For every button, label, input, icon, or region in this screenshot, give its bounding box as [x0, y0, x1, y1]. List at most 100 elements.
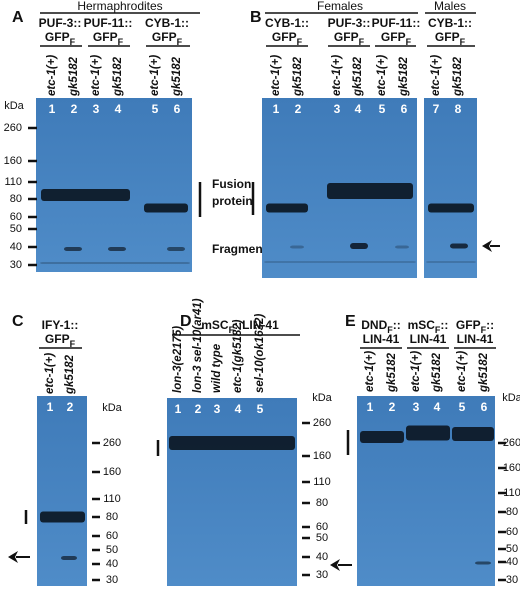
- lane-number: 5: [152, 102, 159, 116]
- lane-number: 4: [235, 402, 242, 416]
- ladder-label: 160: [4, 155, 22, 167]
- band: [290, 245, 304, 249]
- text-segment: ::LIN-41: [234, 318, 279, 332]
- text-segment: GFP: [456, 318, 481, 332]
- lane-label: gk5182: [292, 56, 304, 97]
- ladder-label: 60: [506, 526, 518, 538]
- text-segment: GFP: [334, 30, 359, 44]
- ladder-label: 260: [313, 417, 331, 429]
- band: [40, 511, 85, 523]
- ladder-unit: kDa: [102, 402, 122, 414]
- band: [167, 247, 185, 251]
- annotation: Fragment: [212, 242, 267, 256]
- lane-number: 1: [273, 102, 280, 116]
- lane-label: gk5182: [112, 56, 124, 97]
- ladder-label: 160: [503, 462, 520, 474]
- lane-number: 3: [334, 102, 341, 116]
- lane-label: etc-1(+): [331, 55, 343, 96]
- ladder-unit: kDa: [4, 100, 24, 112]
- text-segment: GFP: [381, 30, 406, 44]
- lane-number: 4: [434, 400, 441, 414]
- construct-label: GFPF: [435, 30, 466, 47]
- panel-letter: C: [12, 313, 24, 330]
- lane-label: etc-1(gk5182): [232, 319, 244, 393]
- group-header: Hermaphrodites: [77, 0, 162, 13]
- ladder-label: 60: [10, 211, 22, 223]
- band: [406, 425, 450, 441]
- ladder-label: 40: [316, 551, 328, 563]
- text-segment: LIN-41: [363, 332, 400, 346]
- lane-label: gk5182: [68, 56, 80, 97]
- lane-label: etc-1(+): [410, 351, 422, 392]
- lane-label: gk5182: [171, 56, 183, 97]
- lane-label: gk5182: [64, 354, 76, 395]
- annotation: protein: [212, 194, 253, 208]
- lane-number: 1: [49, 102, 56, 116]
- lane-number: 5: [459, 400, 466, 414]
- lane-number: 1: [47, 400, 54, 414]
- lane-label: etc-1(+): [430, 55, 442, 96]
- text-segment: F: [435, 325, 441, 335]
- arrow-head: [8, 551, 18, 563]
- lane-number: 8: [455, 102, 462, 116]
- construct-label: CYB-1::: [145, 16, 189, 30]
- construct-label: IFY-1::: [42, 318, 79, 332]
- construct-label: GFPF: [381, 30, 412, 47]
- text-segment: F: [70, 339, 76, 349]
- construct-label: LIN-41: [457, 332, 494, 346]
- band: [61, 556, 77, 560]
- text-segment: PUF-11::: [84, 16, 133, 30]
- blot: [37, 396, 87, 586]
- band: [264, 261, 416, 263]
- text-segment: PUF-3::: [39, 16, 82, 30]
- ladder-label: 50: [106, 544, 118, 556]
- lane-label: etc-1(+): [376, 55, 388, 96]
- ladder-unit: kDa: [502, 392, 520, 404]
- text-segment: GFP: [272, 30, 297, 44]
- construct-label: CYB-1::: [265, 16, 309, 30]
- blot: [357, 396, 495, 586]
- ladder-label: 80: [106, 511, 118, 523]
- construct-label: PUF-3::: [328, 16, 371, 30]
- lane-number: 2: [67, 400, 74, 414]
- band: [327, 183, 413, 199]
- lane-number: 4: [115, 102, 122, 116]
- text-segment: CYB-1::: [265, 16, 309, 30]
- lane-number: 3: [214, 402, 221, 416]
- text-segment: ::: [393, 318, 401, 332]
- construct-label: LIN-41: [363, 332, 400, 346]
- ladder-label: 50: [506, 543, 518, 555]
- lane-label: etc-1(+): [44, 353, 56, 394]
- ladder-label: 110: [503, 487, 520, 499]
- ladder-label: 40: [506, 556, 518, 568]
- construct-label: GFPF: [45, 332, 76, 349]
- ladder-label: 260: [503, 437, 520, 449]
- ladder-label: 60: [106, 530, 118, 542]
- construct-label: mSCF::: [408, 318, 449, 335]
- arrow-head: [482, 240, 492, 252]
- text-segment: CYB-1::: [145, 16, 189, 30]
- blot: [36, 98, 192, 272]
- text-segment: F: [118, 37, 124, 47]
- text-segment: F: [70, 37, 76, 47]
- text-segment: F: [387, 325, 393, 335]
- lane-number: 4: [355, 102, 362, 116]
- panel-letter: E: [345, 313, 356, 330]
- construct-label: GFPF: [152, 30, 183, 47]
- text-segment: F: [460, 37, 466, 47]
- ladder-label: 30: [316, 569, 328, 581]
- panel-letter: D: [180, 313, 192, 330]
- band: [41, 189, 130, 201]
- text-segment: PUF-11::: [372, 16, 421, 30]
- text-segment: F: [177, 37, 183, 47]
- lane-label: gk5182: [431, 352, 443, 393]
- text-segment: GFP: [45, 332, 70, 346]
- lane-label: gk5182: [386, 352, 398, 393]
- lane-number: 2: [195, 402, 202, 416]
- band: [350, 243, 368, 249]
- lane-label: gk5182: [352, 56, 364, 97]
- construct-label: GFPF: [45, 30, 76, 47]
- panel-letter: B: [250, 9, 262, 26]
- lane-number: 2: [71, 102, 78, 116]
